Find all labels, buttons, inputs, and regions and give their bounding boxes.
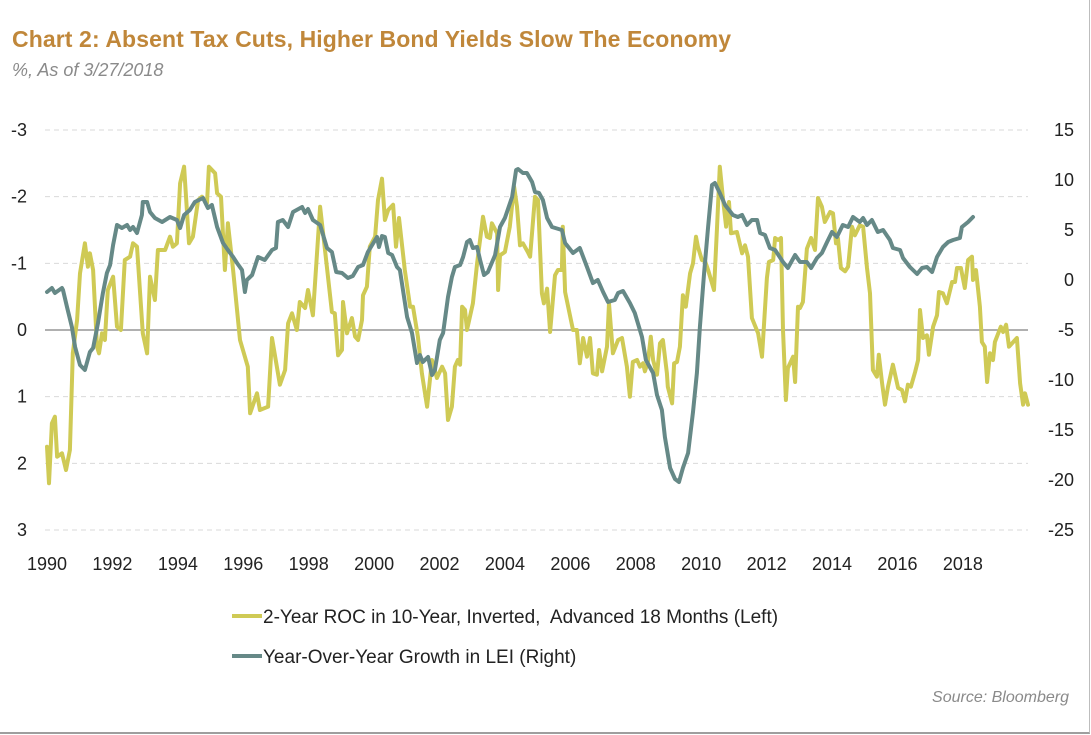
x-tick-label: 1996: [223, 554, 263, 574]
right-tick-label: -20: [1048, 470, 1074, 490]
x-tick-label: 1994: [158, 554, 198, 574]
chart-subtitle: %, As of 3/27/2018: [12, 60, 164, 80]
left-tick-label: -2: [11, 187, 27, 207]
x-tick-label: 2008: [616, 554, 656, 574]
x-tick-label: 2002: [419, 554, 459, 574]
series-line-lei-growth: [45, 167, 975, 484]
left-tick-label: 0: [17, 320, 27, 340]
right-tick-label: 5: [1064, 220, 1074, 240]
left-tick-label: -1: [11, 253, 27, 273]
right-tick-label: -15: [1048, 420, 1074, 440]
series-line-2yr-roc-10yr: [45, 164, 1030, 486]
right-tick-label: -25: [1048, 520, 1074, 540]
legend-label-grey: Year-Over-Year Growth in LEI (Right): [263, 647, 576, 668]
right-tick-label: -10: [1048, 370, 1074, 390]
x-tick-label: 2004: [485, 554, 525, 574]
source-note: Source: Bloomberg: [932, 689, 1069, 706]
series-lines: [45, 164, 1030, 486]
x-tick-label: 1998: [289, 554, 329, 574]
left-tick-label: -3: [11, 120, 27, 140]
x-tick-label: 1990: [27, 554, 67, 574]
x-tick-label: 1992: [92, 554, 132, 574]
x-tick-label: 2006: [550, 554, 590, 574]
left-tick-label: 3: [17, 520, 27, 540]
x-tick-label: 2018: [943, 554, 983, 574]
legend-label-gold: 2-Year ROC in 10-Year, Inverted, Advance…: [263, 607, 778, 628]
left-tick-label: 1: [17, 387, 27, 407]
chart-title: Chart 2: Absent Tax Cuts, Higher Bond Yi…: [12, 26, 732, 52]
x-tick-label: 2000: [354, 554, 394, 574]
right-tick-label: 10: [1054, 170, 1074, 190]
x-tick-label: 2010: [681, 554, 721, 574]
right-tick-label: -5: [1058, 320, 1074, 340]
x-tick-label: 2012: [747, 554, 787, 574]
right-tick-label: 0: [1064, 270, 1074, 290]
right-axis-ticks: 15 10 5 0 -5 -10 -15 -20 -25: [1048, 120, 1074, 540]
x-tick-label: 2014: [812, 554, 852, 574]
legend: 2-Year ROC in 10-Year, Inverted, Advance…: [232, 607, 778, 668]
left-axis-ticks: -3 -2 -1 0 1 2 3: [11, 120, 27, 540]
left-tick-label: 2: [17, 453, 27, 473]
x-axis-ticks: 1990 1992 1994 1996 1998 2000 2002 2004 2006 2008…: [27, 554, 983, 574]
x-tick-label: 2016: [877, 554, 917, 574]
right-tick-label: 15: [1054, 120, 1074, 140]
